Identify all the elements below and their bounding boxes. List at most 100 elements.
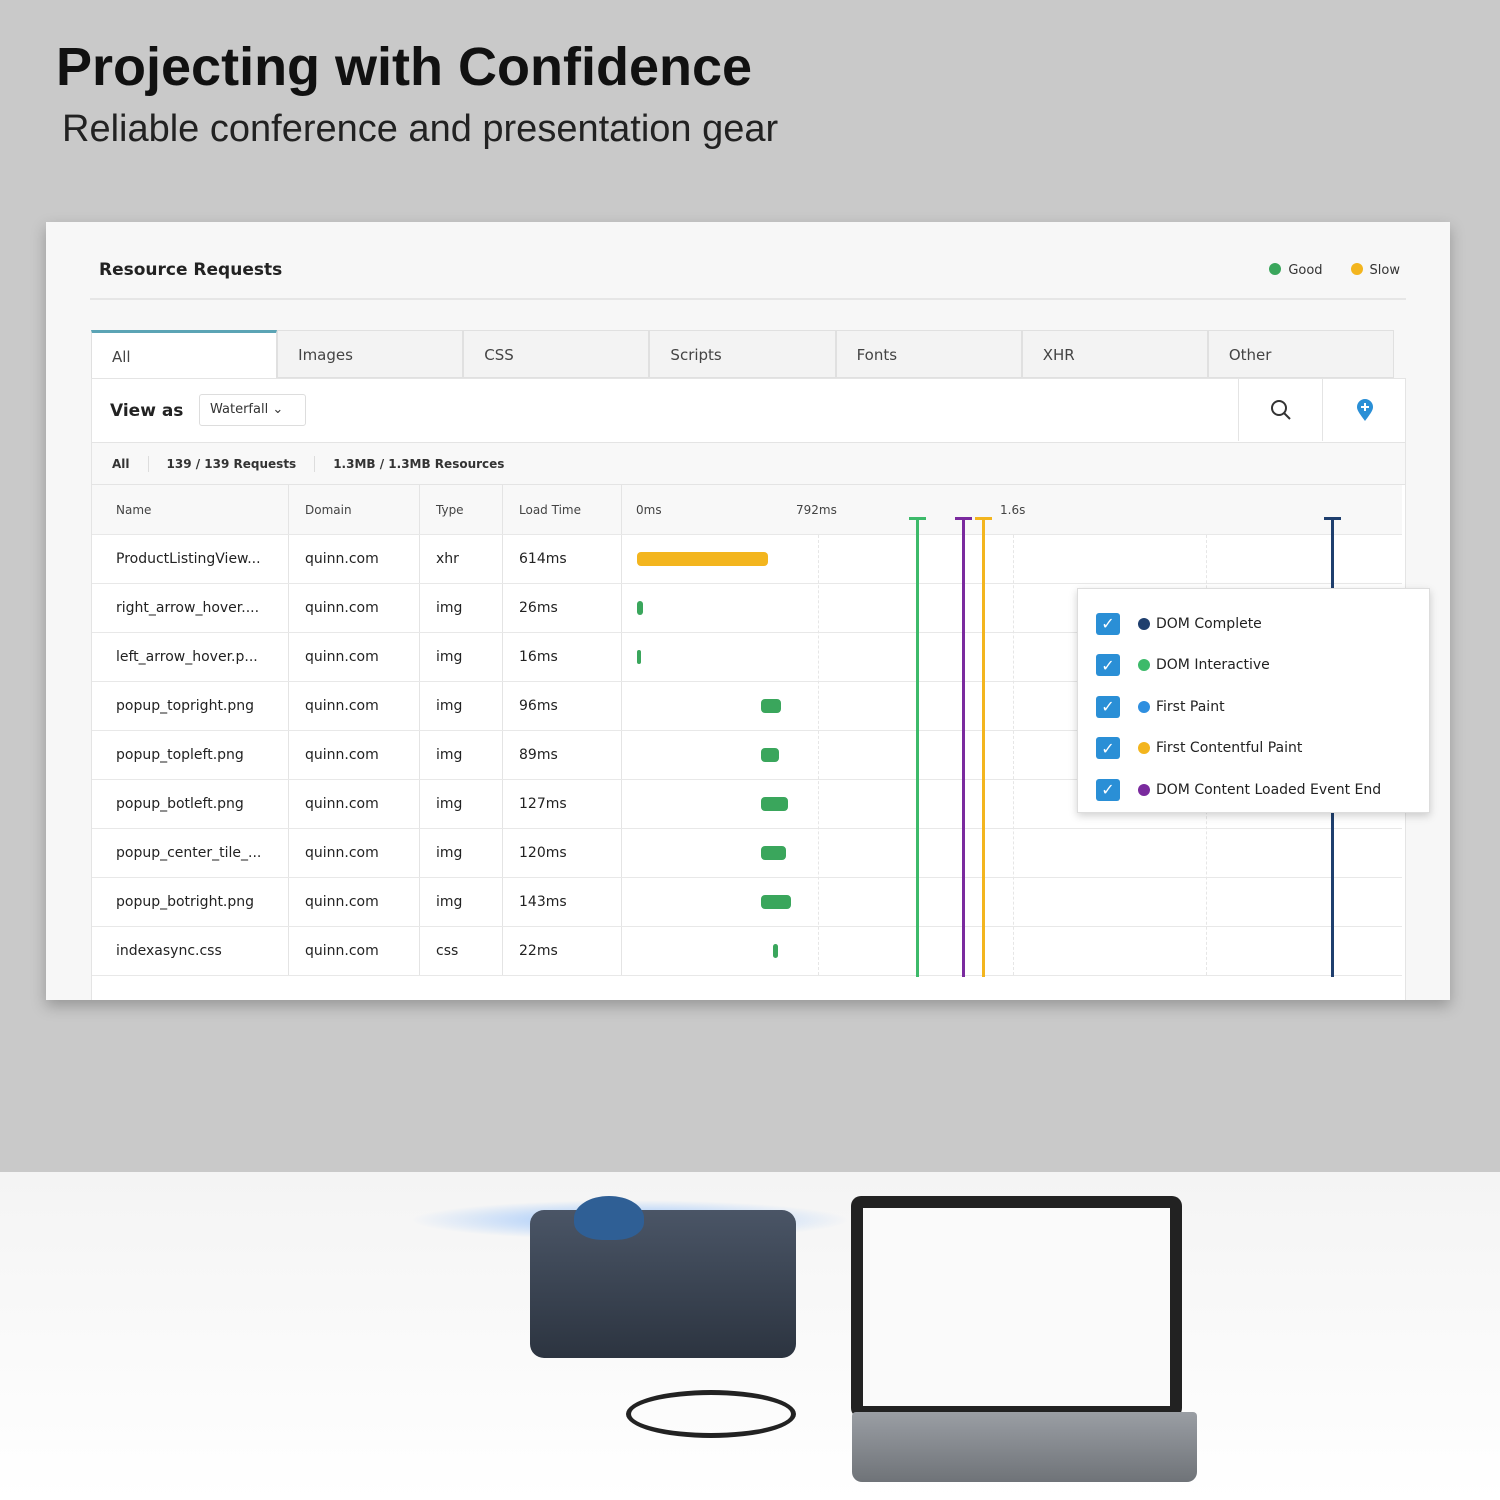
page-title: Resource Requests [99, 260, 283, 280]
good-dot-icon [1269, 263, 1282, 275]
view-as-value: Waterfall [210, 402, 269, 417]
col-load-time[interactable]: Load Time [503, 485, 622, 534]
waterfall-bar[interactable] [637, 601, 643, 615]
subheadline: Reliable conference and presentation gea… [62, 108, 779, 150]
status-legend: Good Slow [1269, 263, 1400, 278]
summary-resources: 1.3MB / 1.3MB Resources [333, 456, 505, 471]
cell-load: 96ms [503, 682, 622, 730]
col-type[interactable]: Type [420, 485, 503, 534]
color-dot-icon [1138, 783, 1150, 796]
laptop [851, 1196, 1182, 1418]
waterfall-bar[interactable] [760, 846, 787, 860]
cell-domain: quinn.com [289, 633, 420, 681]
col-domain[interactable]: Domain [289, 485, 420, 534]
cell-type: img [420, 829, 503, 877]
table-row[interactable]: right_arrow_hover.... quinn.com img 26ms [92, 584, 1402, 633]
grid-line [1013, 535, 1014, 975]
view-as-select[interactable]: Waterfall ⌄ [199, 394, 306, 426]
col-name[interactable]: Name [92, 485, 289, 534]
cell-type: img [420, 584, 503, 632]
cell-name: popup_topright.png [92, 682, 289, 730]
cell-type: img [420, 682, 503, 730]
headline: Projecting with Confidence [56, 37, 753, 97]
waterfall-bar[interactable] [637, 650, 641, 664]
cell-load: 16ms [503, 633, 622, 681]
color-dot-icon [1138, 700, 1150, 713]
tab-images[interactable]: Images [277, 330, 464, 378]
waterfall-bar[interactable] [760, 748, 780, 762]
waterfall-bar[interactable] [773, 944, 778, 958]
table-row[interactable]: ProductListingView... quinn.com xhr 614ms [92, 535, 1402, 584]
search-icon [1270, 400, 1291, 420]
search-button[interactable] [1238, 379, 1322, 441]
legend-label: Slow [1369, 263, 1400, 278]
markers-dropdown: ✓ DOM Complete ✓ DOM Interactive ✓ First Pain… [1077, 588, 1430, 813]
marker-option[interactable]: ✓ First Paint [1096, 686, 1429, 728]
cell-domain: quinn.com [289, 731, 420, 779]
timing-marker-line [909, 517, 927, 977]
marker-option[interactable]: ✓ DOM Complete [1096, 603, 1429, 645]
color-dot-icon [1138, 742, 1150, 755]
marker-label: DOM Content Loaded Event End [1156, 781, 1382, 798]
tab-xhr[interactable]: XHR [1021, 330, 1208, 378]
checkbox-checked-icon[interactable]: ✓ [1096, 695, 1120, 718]
table-row[interactable]: popup_topright.png quinn.com img 96ms [92, 682, 1402, 731]
table-row[interactable]: popup_botright.png quinn.com img 143ms [92, 878, 1402, 927]
cell-load: 89ms [503, 731, 622, 779]
cell-name: popup_botleft.png [92, 780, 289, 828]
marker-option[interactable]: ✓ DOM Content Loaded Event End [1096, 769, 1429, 811]
marker-label: DOM Interactive [1156, 657, 1270, 674]
projected-screen: Resource Requests Good Slow All Images C… [46, 222, 1450, 1000]
tab-css[interactable]: CSS [463, 330, 650, 378]
cell-load: 143ms [503, 878, 622, 926]
grid-line [818, 535, 819, 975]
waterfall-bar[interactable] [637, 552, 768, 566]
tab-scripts[interactable]: Scripts [649, 330, 836, 378]
timing-marker-line [954, 517, 972, 977]
summary-filter[interactable]: All [112, 456, 130, 471]
cell-load: 120ms [503, 829, 622, 877]
tab-fonts[interactable]: Fonts [835, 330, 1022, 378]
cell-name: popup_topleft.png [92, 731, 289, 779]
tab-all[interactable]: All [91, 330, 278, 378]
projector [530, 1210, 796, 1358]
legend-good: Good [1269, 263, 1323, 278]
cell-name: popup_botright.png [92, 878, 289, 926]
cell-type: img [420, 731, 503, 779]
tick-label: 1.6s [1000, 503, 1026, 517]
waterfall-bar[interactable] [760, 797, 788, 811]
checkbox-checked-icon[interactable]: ✓ [1096, 654, 1120, 677]
tab-other[interactable]: Other [1207, 330, 1394, 378]
cell-type: css [420, 927, 503, 975]
tick-label: 792ms [796, 503, 837, 517]
table-row[interactable]: popup_topleft.png quinn.com img 89ms [92, 731, 1402, 780]
cell-domain: quinn.com [289, 780, 420, 828]
table-row[interactable]: popup_center_tile_... quinn.com img 120ms [92, 829, 1402, 878]
marker-option[interactable]: ✓ First Contentful Paint [1096, 728, 1429, 770]
summary-requests: 139 / 139 Requests [166, 456, 297, 471]
cell-name: ProductListingView... [92, 535, 289, 583]
marker-label: DOM Complete [1156, 615, 1262, 632]
checkbox-checked-icon[interactable]: ✓ [1096, 612, 1120, 635]
add-marker-button[interactable] [1322, 379, 1406, 441]
summary-bar: All 139 / 139 Requests 1.3MB / 1.3MB Res… [92, 442, 1405, 485]
marker-option[interactable]: ✓ DOM Interactive [1096, 645, 1429, 687]
waterfall-bar[interactable] [760, 895, 791, 909]
cell-name: left_arrow_hover.p... [92, 633, 289, 681]
table-row[interactable]: indexasync.css quinn.com css 22ms [92, 927, 1402, 976]
checkbox-checked-icon[interactable]: ✓ [1096, 778, 1120, 801]
marker-label: First Contentful Paint [1156, 740, 1303, 757]
waterfall-bar[interactable] [760, 699, 781, 713]
table-row[interactable]: left_arrow_hover.p... quinn.com img 16ms [92, 633, 1402, 682]
cell-domain: quinn.com [289, 829, 420, 877]
color-dot-icon [1138, 617, 1150, 630]
checkbox-checked-icon[interactable]: ✓ [1096, 737, 1120, 760]
cable [626, 1390, 796, 1438]
cell-name: indexasync.css [92, 927, 289, 975]
tick-label: 0ms [636, 503, 662, 517]
cell-load: 26ms [503, 584, 622, 632]
legend-slow: Slow [1350, 263, 1400, 278]
cell-domain: quinn.com [289, 535, 420, 583]
table-row[interactable]: popup_botleft.png quinn.com img 127ms [92, 780, 1402, 829]
view-as-label: View as [110, 401, 184, 421]
